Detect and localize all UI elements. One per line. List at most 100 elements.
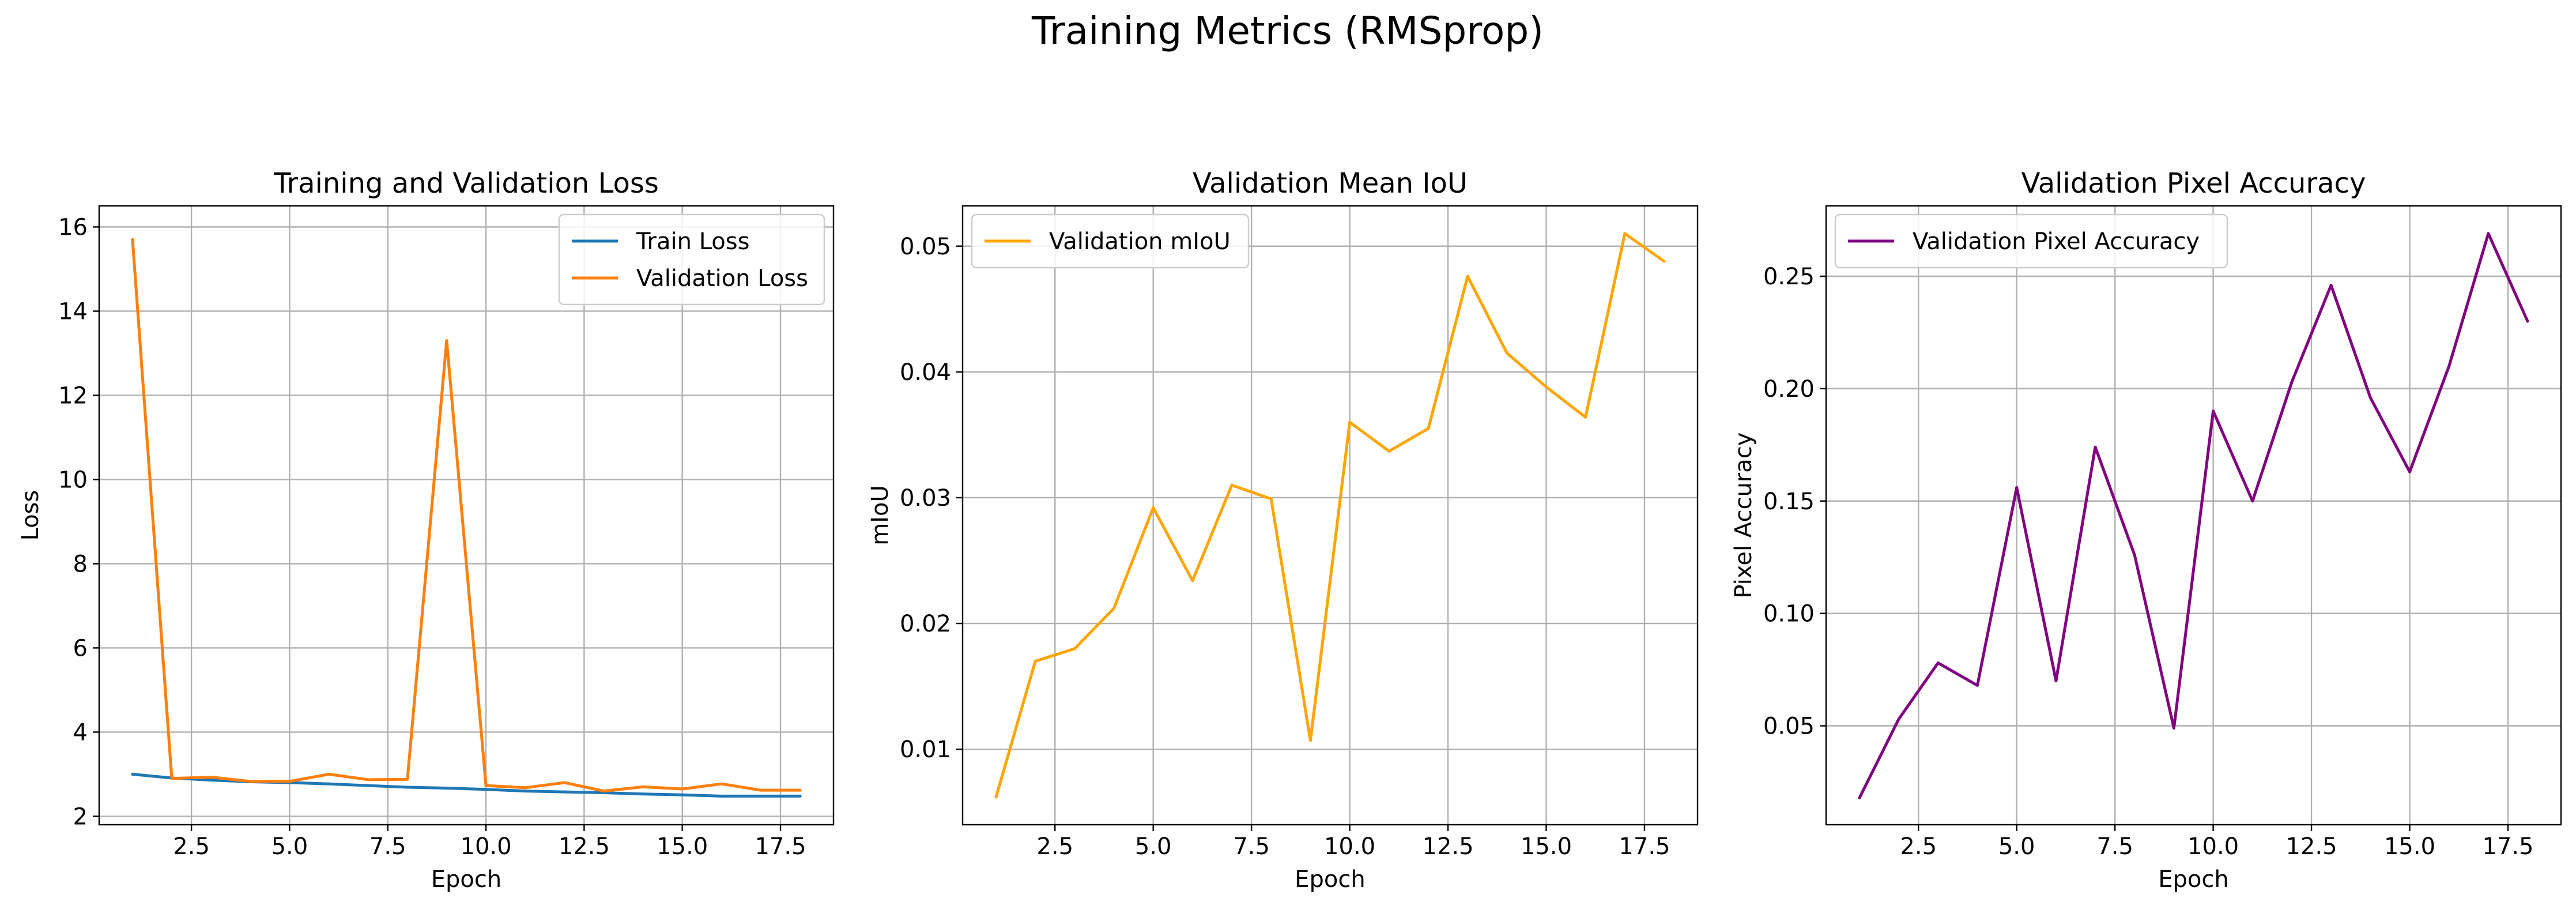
data-point: [642, 792, 645, 796]
y-axis-label: Pixel Accuracy: [1730, 433, 1757, 599]
axes-frame: [1825, 205, 2562, 826]
x-tick-label: 15.0: [1521, 833, 1572, 860]
chart-title: Validation Mean IoU: [1193, 167, 1468, 200]
x-tick-label: 15.0: [657, 833, 708, 860]
y-tick-label: 14: [58, 298, 88, 325]
data-point: [1191, 579, 1194, 582]
data-point: [170, 777, 174, 780]
data-point: [131, 238, 134, 241]
data-point: [367, 778, 370, 781]
axes-frame: [961, 205, 1699, 826]
data-point: [327, 782, 331, 786]
y-tick-label: 0.01: [900, 736, 951, 763]
data-point: [1858, 796, 1861, 799]
data-point: [1308, 739, 1312, 742]
data-point: [681, 787, 684, 791]
data-point: [798, 794, 802, 798]
y-tick-label: 0.20: [1763, 376, 1815, 403]
data-point: [2212, 409, 2215, 413]
chart-panel-1: 2.5 5.0 7.5 10.0 12.5 15.0 17.5 2 4 6 8 10 12 14 16 Tra…: [17, 167, 835, 893]
data-point: [2526, 320, 2529, 323]
data-point: [1112, 607, 1115, 610]
x-tick-label: 7.5: [369, 833, 406, 860]
data-point: [1034, 659, 1037, 663]
data-point: [484, 784, 488, 787]
data-point: [759, 794, 763, 798]
y-axis-label: Loss: [17, 490, 44, 541]
legend-label: Validation mIoU: [1049, 228, 1231, 255]
x-tick-label: 17.5: [755, 833, 806, 860]
y-tick-label: 8: [73, 551, 88, 577]
x-tick-label: 10.0: [461, 833, 512, 860]
legend: Train Loss Validation Loss: [558, 213, 825, 306]
y-tick-label: 0.25: [1763, 264, 1815, 290]
y-tick-label: 12: [58, 382, 88, 409]
y-tick-label: 0.10: [1763, 601, 1815, 627]
data-point: [1427, 427, 1430, 430]
data-point: [2487, 232, 2490, 235]
legend-label: Train Loss: [636, 228, 749, 255]
y-tick-label: 10: [58, 467, 88, 493]
chart-panel-2: 2.5 5.0 7.5 10.0 12.5 15.0 17.5 0.01 0.02 0.03 0.0…: [867, 167, 1699, 893]
data-point: [720, 794, 723, 798]
data-point: [1466, 275, 1469, 278]
data-point: [2368, 396, 2372, 399]
data-point: [445, 339, 448, 343]
legend-label: Validation Loss: [636, 265, 808, 292]
x-tick-label: 12.5: [2286, 833, 2337, 860]
y-tick-label: 4: [73, 719, 88, 746]
data-point: [1584, 415, 1587, 419]
data-point: [563, 790, 566, 794]
data-point: [2408, 470, 2411, 473]
x-tick-label: 5.0: [1998, 833, 2035, 860]
data-point: [209, 779, 213, 782]
data-point: [406, 786, 409, 789]
x-tick-label: 17.5: [1619, 833, 1670, 860]
data-point: [720, 782, 723, 786]
figure-suptitle: Training Metrics (RMSprop): [1031, 9, 1544, 53]
y-tick-label: 0.05: [900, 234, 951, 260]
series-line-1: [994, 232, 1666, 799]
x-tick-label: 12.5: [559, 833, 610, 860]
data-point: [1505, 351, 1508, 355]
chart-title: Validation Pixel Accuracy: [2021, 167, 2366, 200]
y-tick-label: 2: [73, 803, 88, 830]
data-point: [2447, 364, 2451, 368]
data-point: [2133, 553, 2136, 557]
data-point: [2094, 445, 2097, 449]
data-point: [2251, 499, 2254, 503]
data-point: [1897, 717, 1900, 721]
data-point: [994, 795, 998, 799]
data-point: [2015, 486, 2019, 489]
legend-label: Validation Pixel Accuracy: [1913, 228, 2200, 255]
data-point: [288, 780, 291, 783]
legend: Validation mIoU: [971, 213, 1250, 269]
data-point: [1269, 497, 1273, 501]
data-point: [131, 772, 134, 776]
chart-title: Training and Validation Loss: [273, 167, 659, 200]
x-axis-label: Epoch: [1295, 866, 1365, 893]
y-tick-label: 0.04: [900, 359, 951, 386]
data-point: [1623, 232, 1627, 235]
data-point: [2054, 679, 2058, 683]
y-axis-label: mIoU: [867, 485, 893, 546]
data-point: [1976, 683, 1979, 687]
legend-box: [1834, 213, 2228, 269]
x-tick-label: 5.0: [1135, 833, 1172, 860]
x-tick-label: 5.0: [271, 833, 308, 860]
x-axis-label: Epoch: [431, 866, 501, 893]
legend-box: [971, 213, 1250, 269]
x-tick-label: 2.5: [173, 833, 210, 860]
x-tick-label: 7.5: [1233, 833, 1270, 860]
data-point: [1348, 420, 1352, 424]
x-tick-label: 12.5: [1423, 833, 1474, 860]
y-tick-label: 0.03: [900, 485, 951, 512]
y-tick-label: 0.05: [1763, 713, 1815, 740]
x-tick-label: 2.5: [1036, 833, 1073, 860]
data-point: [484, 788, 488, 791]
data-point: [1387, 449, 1391, 453]
x-tick-label: 17.5: [2482, 833, 2533, 860]
data-point: [2172, 726, 2175, 730]
